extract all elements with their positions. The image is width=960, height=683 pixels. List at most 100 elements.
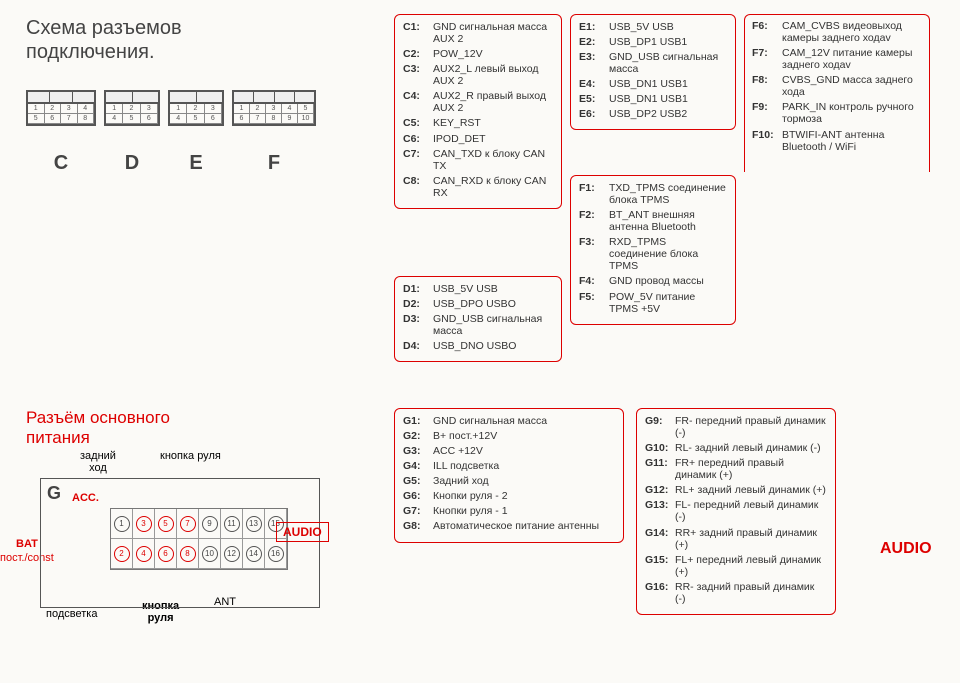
pinbox-g1: G1:GND сигнальная масса G2:B+ пост.+12V G3…	[394, 408, 624, 543]
pin-row: C6:IPOD_DET	[403, 133, 553, 145]
pin-desc: FR- передний правый динамик (-)	[675, 415, 827, 439]
pin-row: E3:GND_USB сигнальная масса	[579, 51, 727, 75]
connector-c: 12345678	[26, 90, 96, 126]
pin-row: G4:ILL подсветка	[403, 460, 615, 472]
pin-row: G12:RL+ задний левый динамик (+)	[645, 484, 827, 496]
pin-desc: Кнопки руля - 2	[433, 490, 615, 502]
pin-row: C5:KEY_RST	[403, 117, 553, 129]
pin-number: G12:	[645, 484, 675, 496]
pinbox-f1: F1:TXD_TPMS соединение блока TPMSF2:BT_A…	[570, 175, 736, 325]
pin-number: C1:	[403, 21, 433, 45]
diagram-title: Схема разъемов подключения.	[26, 16, 182, 64]
pin-number: F9:	[752, 101, 782, 125]
pin-row: G11:FR+ передний правый динамик (+)	[645, 457, 827, 481]
g-label: G	[47, 483, 61, 504]
pin-number: D1:	[403, 283, 433, 295]
label-e: E	[168, 152, 224, 175]
connector-f: 12345678910	[232, 90, 316, 126]
pin-row: G13:FL- передний левый динамик (-)	[645, 499, 827, 523]
pin-desc: USB_DN1 USB1	[609, 93, 727, 105]
pin-number: C6:	[403, 133, 433, 145]
pin-number: F7:	[752, 47, 782, 71]
pin-desc: USB_5V USB	[609, 21, 727, 33]
pin-desc: FL+ передний левый динамик (+)	[675, 554, 827, 578]
pin-desc: ACC +12V	[433, 445, 615, 457]
anno-rear: задний ход	[80, 450, 116, 474]
g-inner-grid: 1 3 5 7 9 11 13 15 2 4 6 8 10 12 14 16	[111, 509, 287, 569]
connector-block-cdef: 12345678 123456 123456 12345678910 C D E…	[26, 90, 346, 175]
pin-desc: KEY_RST	[433, 117, 553, 129]
pin-desc: GND провод массы	[609, 275, 727, 287]
pin-number: C2:	[403, 48, 433, 60]
bottom-title: Разъём основного питания	[26, 408, 170, 449]
pin-desc: CAM_CVBS видеовыход камеры заднего ходаv	[782, 20, 922, 44]
pin-row: G7:Кнопки руля - 1	[403, 505, 615, 517]
pin-number: G2:	[403, 430, 433, 442]
title-line1: Схема разъемов	[26, 16, 182, 40]
pin-row: G6:Кнопки руля - 2	[403, 490, 615, 502]
pin-number: C7:	[403, 148, 433, 172]
pin-number: E4:	[579, 78, 609, 90]
pin-number: C5:	[403, 117, 433, 129]
pin-number: G14:	[645, 527, 675, 551]
pin-number: F10:	[752, 129, 782, 153]
pin-desc: AUX2_L левый выход AUX 2	[433, 63, 553, 87]
pin-desc: CAN_RXD к блоку CAN RX	[433, 175, 553, 199]
pin-number: D4:	[403, 340, 433, 352]
pin-number: G13:	[645, 499, 675, 523]
pin-desc: GND сигнальная масса	[433, 415, 615, 427]
pin-desc: POW_12V	[433, 48, 553, 60]
pin-desc: TXD_TPMS соединение блока TPMS	[609, 182, 727, 206]
pin-row: C8:CAN_RXD к блоку CAN RX	[403, 175, 553, 199]
pin-desc: Задний ход	[433, 475, 615, 487]
pin-desc: GND_USB сигнальная масса	[609, 51, 727, 75]
pin-row: C3:AUX2_L левый выход AUX 2	[403, 63, 553, 87]
pin-number: G8:	[403, 520, 433, 532]
pin-row: F2:BT_ANT внешняя антенна Bluetooth	[579, 209, 727, 233]
pin-number: E3:	[579, 51, 609, 75]
audio-label: AUDIO	[880, 540, 932, 558]
pin-number: E5:	[579, 93, 609, 105]
pin-number: G1:	[403, 415, 433, 427]
pin-desc: BTWIFI-ANT антенна Bluetooth / WiFi	[782, 129, 922, 153]
pin-desc: USB_DN1 USB1	[609, 78, 727, 90]
pin-desc: IPOD_DET	[433, 133, 553, 145]
pin-desc: RXD_TPMS соединение блока TPMS	[609, 236, 727, 272]
pin-row: G3:ACC +12V	[403, 445, 615, 457]
pin-number: F4:	[579, 275, 609, 287]
pin-row: E2:USB_DP1 USB1	[579, 36, 727, 48]
pin-desc: FL- передний левый динамик (-)	[675, 499, 827, 523]
pin-desc: USB_DNO USBO	[433, 340, 553, 352]
pin-desc: ILL подсветка	[433, 460, 615, 472]
pin-row: G1:GND сигнальная масса	[403, 415, 615, 427]
connector-e: 123456	[168, 90, 224, 126]
pin-row: D2:USB_DPO USBO	[403, 298, 553, 310]
audio-box: AUDIO	[276, 522, 329, 542]
pin-row: G8:Автоматическое питание антенны	[403, 520, 615, 532]
pin-row: G16:RR- задний правый динамик (-)	[645, 581, 827, 605]
pin-row: F3:RXD_TPMS соединение блока TPMS	[579, 236, 727, 272]
pin-desc: BT_ANT внешняя антенна Bluetooth	[609, 209, 727, 233]
pin-desc: AUX2_R правый выход AUX 2	[433, 90, 553, 114]
label-f: F	[232, 152, 316, 175]
pin-number: F3:	[579, 236, 609, 272]
pin-desc: RR- задний правый динамик (-)	[675, 581, 827, 605]
pin-number: F5:	[579, 291, 609, 315]
pin-row: F10:BTWIFI-ANT антенна Bluetooth / WiFi	[752, 129, 922, 153]
label-d: D	[104, 152, 160, 175]
pin-number: G7:	[403, 505, 433, 517]
pin-desc: USB_5V USB	[433, 283, 553, 295]
pin-row: G14:RR+ задний правый динамик (+)	[645, 527, 827, 551]
pin-number: E1:	[579, 21, 609, 33]
pin-number: E2:	[579, 36, 609, 48]
pin-number: G16:	[645, 581, 675, 605]
pin-number: G6:	[403, 490, 433, 502]
pinbox-c: C1:GND сигнальная масса AUX 2C2:POW_12VC…	[394, 14, 562, 209]
title-line2: подключения.	[26, 40, 182, 64]
pin-row: G2:B+ пост.+12V	[403, 430, 615, 442]
pin-number: D3:	[403, 313, 433, 337]
connector-g: G 1 3 5 7 9 11 13 15 2 4 6 8 10 12 14 16	[40, 478, 320, 608]
pin-number: C3:	[403, 63, 433, 87]
pin-number: G4:	[403, 460, 433, 472]
pin-desc: CVBS_GND масса заднего хода	[782, 74, 922, 98]
